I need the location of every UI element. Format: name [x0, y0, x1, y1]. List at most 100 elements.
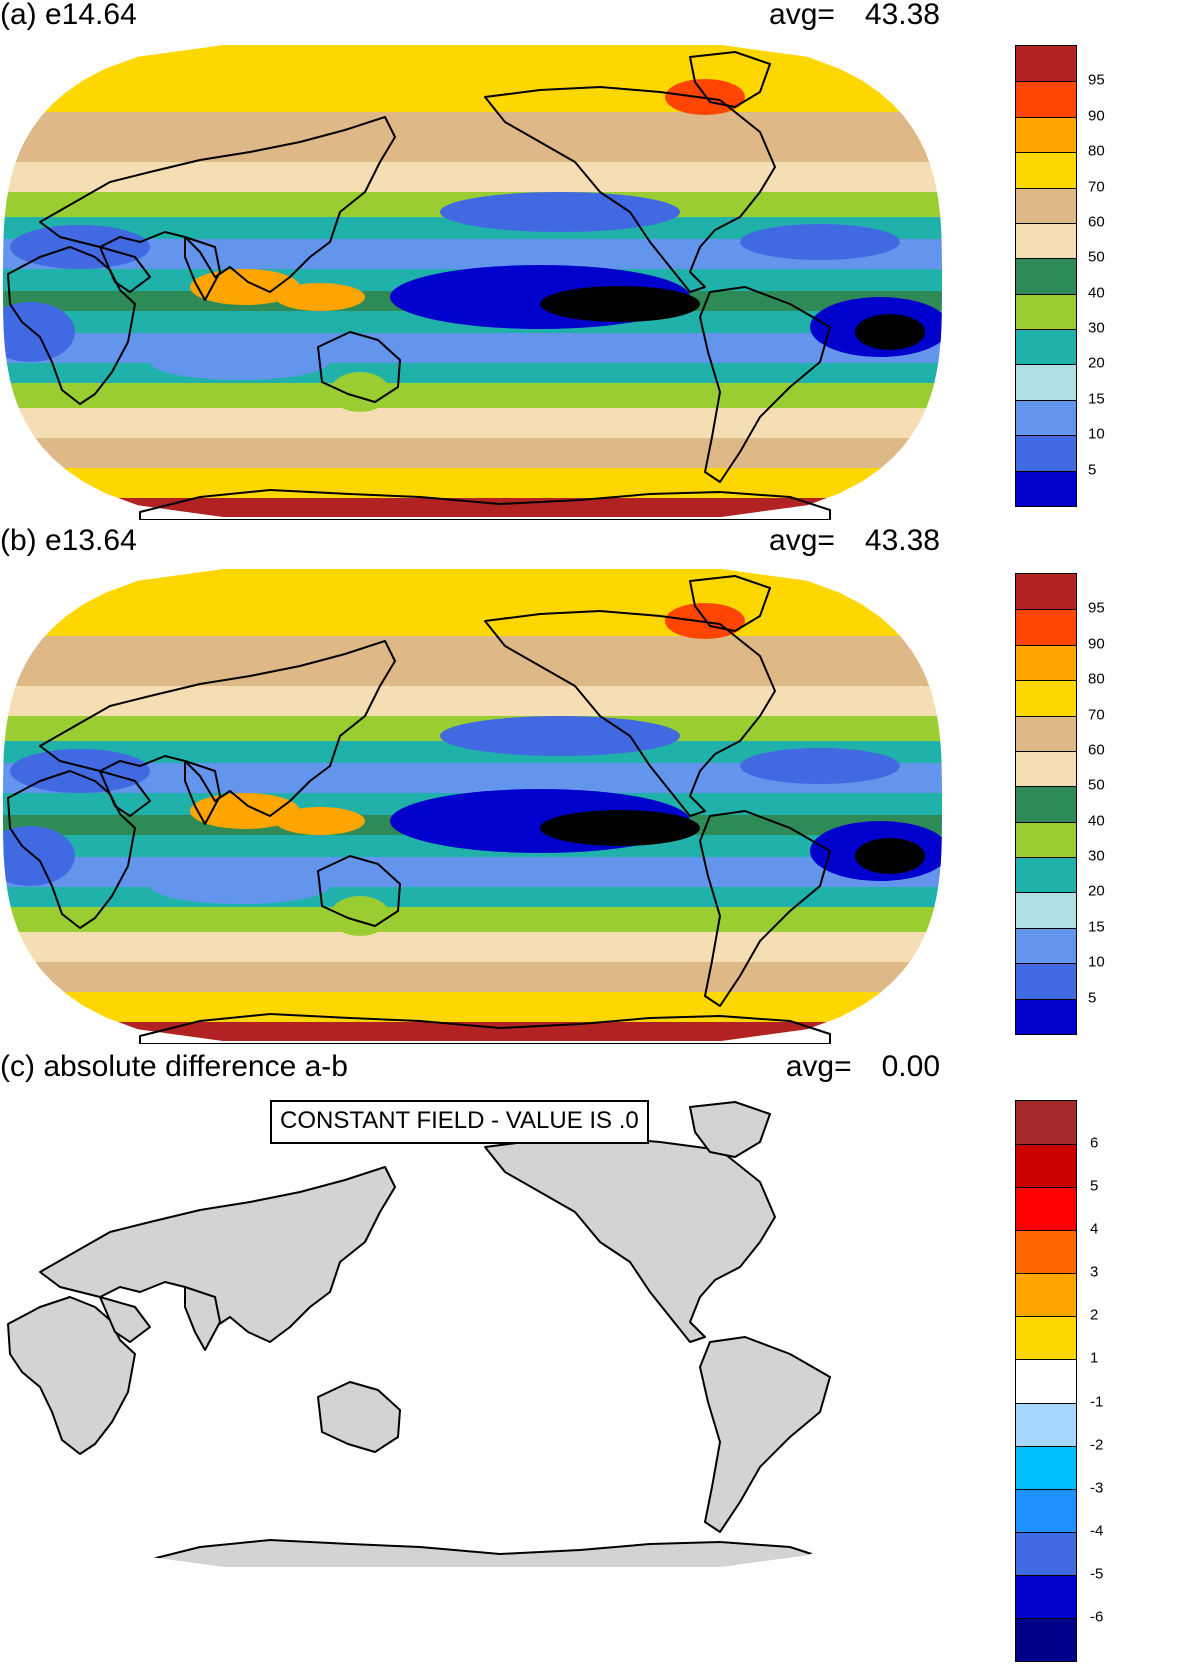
field-region [10, 225, 150, 269]
field-region [540, 286, 700, 322]
field-region [3, 302, 75, 362]
field-region [3, 826, 75, 886]
panel-a-colorbar-swatch [1016, 293, 1076, 330]
coastline-australia [317, 331, 401, 403]
panel-a-colorbar-label: 30 [1088, 319, 1105, 337]
panel-b-colorbar-label: 20 [1088, 882, 1105, 900]
panel-b-colorbar-label: 60 [1088, 741, 1105, 759]
field-band [3, 162, 942, 192]
field-band [3, 636, 942, 686]
panel-b-colorbar-swatch [1016, 609, 1076, 645]
coastline-greenland [689, 575, 771, 632]
field-band [3, 992, 942, 1022]
panel-b-colorbar-swatch [1016, 750, 1076, 787]
field-band [3, 217, 942, 239]
panel-a-colorbar-swatch [1016, 364, 1076, 400]
panel-a-colorbar-swatch [1016, 187, 1076, 223]
field-region [330, 896, 390, 936]
coastline-india [184, 760, 221, 825]
panel-b-colorbar-label: 50 [1088, 776, 1105, 794]
field-region [330, 372, 390, 412]
field-band [3, 408, 942, 438]
panel-c-colorbar-swatch [1016, 1488, 1076, 1532]
panel-b-avg: avg= 43.38 [769, 526, 940, 556]
panel-c-colorbar-label: 3 [1090, 1263, 1099, 1281]
field-band [3, 468, 942, 498]
field-region [150, 344, 330, 380]
panel-c-title: (c) absolute difference a-b [0, 1050, 348, 1083]
panel-a-colorbar-swatch [1016, 399, 1076, 436]
panel-b-colorbar-swatch [1016, 998, 1076, 1034]
panel-c-colorbar-swatch [1016, 1617, 1076, 1661]
coastline-australia [317, 1381, 401, 1453]
panel-c-colorbar-swatch [1016, 1531, 1076, 1575]
field-band [3, 333, 942, 363]
panel-b-colorbar-swatch [1016, 963, 1076, 999]
panel-b-colorbar-swatch [1016, 892, 1076, 928]
panel-a-colorbar-swatch [1016, 470, 1076, 506]
panel-a-colorbar-label: 10 [1088, 425, 1105, 443]
field-band [3, 962, 942, 992]
panel-c-colorbar-swatch [1016, 1101, 1076, 1145]
panel-c-avg-value: 0.00 [881, 1050, 940, 1083]
field-region [855, 838, 925, 874]
field-band [3, 383, 942, 408]
field-region [275, 283, 365, 311]
field-region [740, 224, 900, 260]
panel-b-colorbar-swatch [1016, 574, 1076, 610]
panel-b-colorbar-labels: 95 90 80 70 60 50 40 30 20 15 10 5 [1088, 573, 1128, 1033]
field-band [3, 907, 942, 932]
panel-b-colorbar-swatch [1016, 857, 1076, 893]
coastline-north-america [484, 86, 776, 293]
coastline-south-america [699, 1336, 831, 1533]
field-band [3, 112, 942, 162]
coastline-india [184, 1286, 221, 1351]
coastline-south-america [699, 810, 831, 1007]
field-region [855, 314, 925, 350]
field-region [440, 192, 680, 232]
panel-b-colorbar-label: 10 [1088, 953, 1105, 971]
panel-a-colorbar-label: 80 [1088, 142, 1105, 160]
panel-b-colorbar-label: 15 [1088, 918, 1105, 936]
panel-b-title: (b) e13.64 [0, 524, 137, 557]
panel-a-colorbar-swatch [1016, 46, 1076, 82]
panel-a-title: (a) e14.64 [0, 0, 137, 31]
field-region [10, 749, 150, 793]
panel-a-colorbar-swatch [1016, 329, 1076, 365]
panel-a-colorbar-labels: 95 90 80 70 60 50 40 30 20 15 10 5 [1088, 45, 1128, 505]
panel-a-colorbar-label: 70 [1088, 178, 1105, 196]
field-band [3, 569, 942, 636]
panel-a-avg-label: avg= [769, 0, 835, 31]
coastline-north-america [484, 1136, 776, 1343]
panel-c-colorbar-labels: 6 5 4 3 2 1 -1 -2 -3 -4 -5 -6 [1090, 1100, 1130, 1660]
panel-b-colorbar-swatch [1016, 680, 1076, 716]
panel-a-colorbar-label: 90 [1088, 107, 1105, 125]
panel-b-avg-value: 43.38 [864, 524, 940, 557]
field-band [3, 45, 942, 112]
panel-c-colorbar-label: -1 [1090, 1393, 1104, 1411]
panel-b-colorbar-label: 30 [1088, 847, 1105, 865]
panel-c-colorbar-swatch [1016, 1445, 1076, 1489]
panel-c-colorbar-label: -5 [1090, 1565, 1104, 1583]
panel-c-colorbar-label: -4 [1090, 1522, 1104, 1540]
panel-a-colorbar-swatch [1016, 222, 1076, 259]
coastline-antarctica [139, 1013, 831, 1044]
coastline-africa [7, 770, 136, 929]
field-region [150, 868, 330, 904]
field-region [540, 810, 700, 846]
panel-b-colorbar-label: 5 [1088, 989, 1097, 1007]
coastline-australia [317, 855, 401, 927]
panel-a-colorbar-label: 20 [1088, 354, 1105, 372]
panel-c-colorbar-swatch [1016, 1187, 1076, 1231]
panel-a-colorbar-swatch [1016, 152, 1076, 188]
coastline-india [184, 236, 221, 301]
panel-c-colorbar-label: 1 [1090, 1349, 1099, 1367]
field-band [3, 686, 942, 716]
panel-b-colorbar-swatch [1016, 644, 1076, 681]
panel-c-colorbar-swatch [1016, 1144, 1076, 1188]
panel-b-colorbar-swatch [1016, 927, 1076, 964]
panel-b-colorbar-label: 90 [1088, 635, 1105, 653]
panel-c-avg: avg= 0.00 [786, 1052, 940, 1082]
panel-c-map [3, 1095, 942, 1567]
field-region [440, 716, 680, 756]
